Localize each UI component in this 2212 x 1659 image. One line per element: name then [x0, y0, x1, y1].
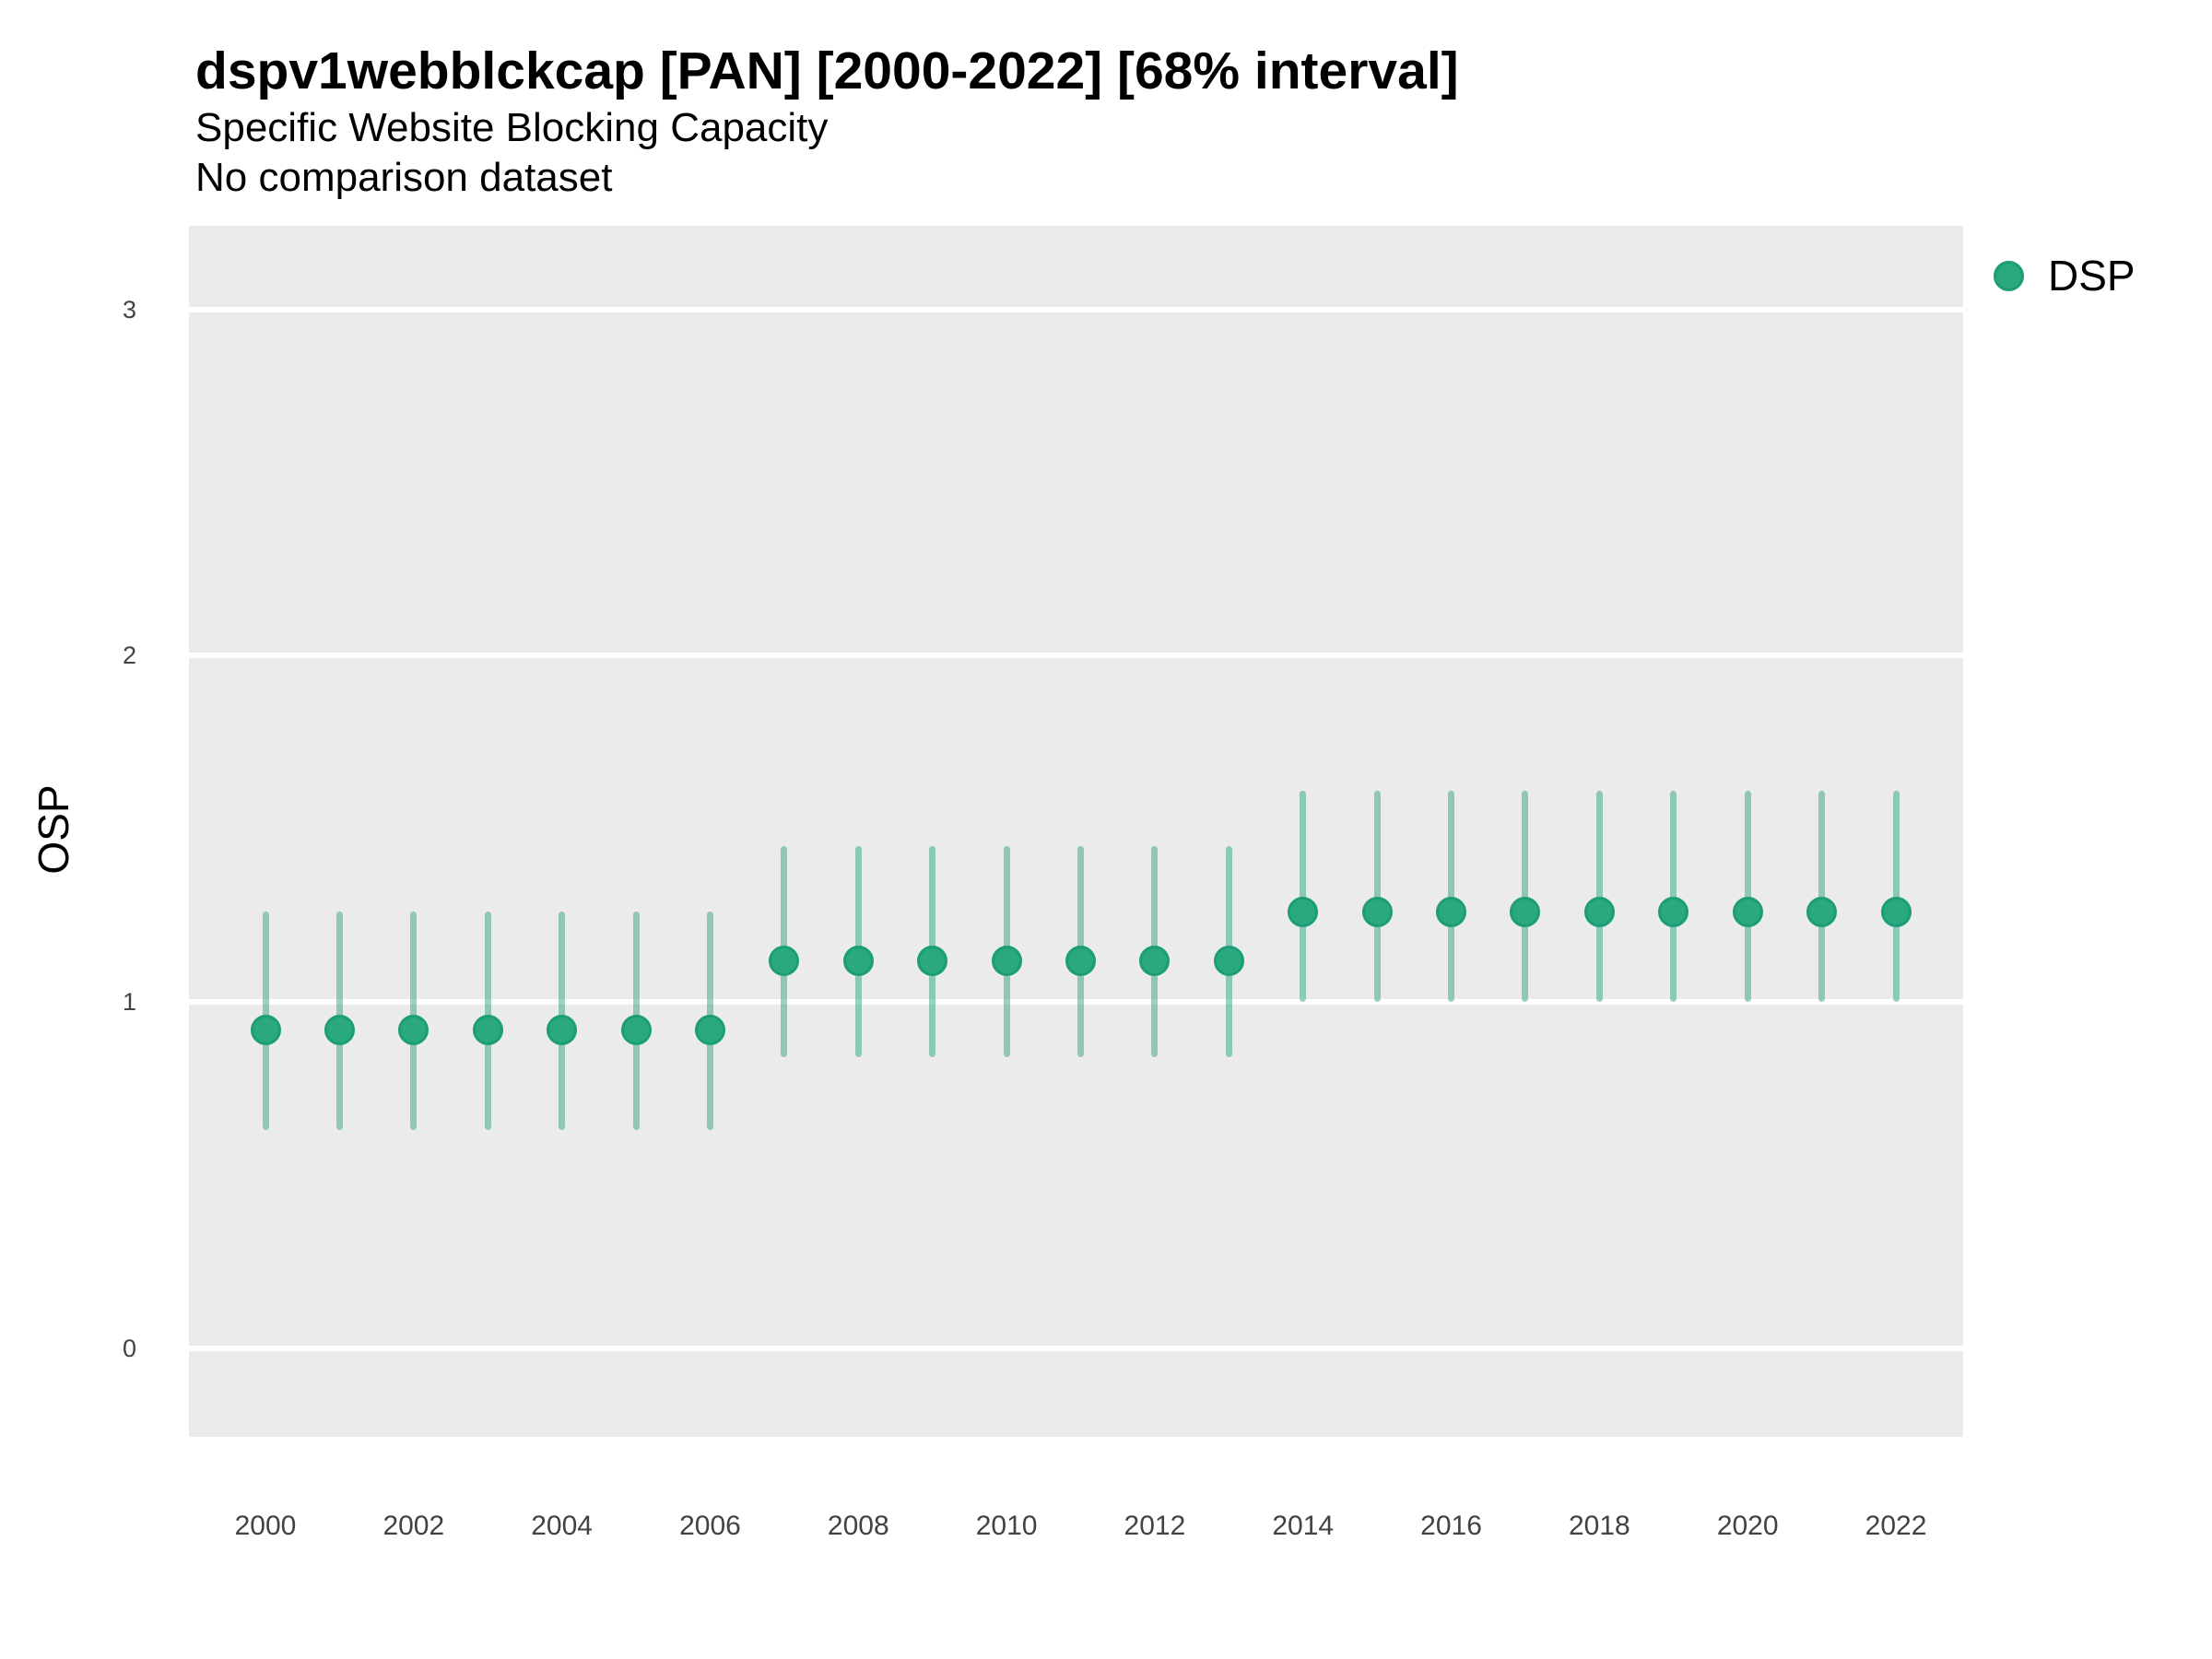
interval-bar: [1818, 790, 1826, 1003]
y-tick-label: 1: [122, 988, 136, 1017]
plot-panel: [189, 226, 1963, 1437]
data-point: [1139, 945, 1171, 976]
x-tick-label: 2016: [1420, 1511, 1482, 1541]
data-point: [917, 945, 948, 976]
data-point: [324, 1014, 355, 1045]
legend: DSP: [1994, 250, 2136, 301]
y-tick-label: 3: [122, 295, 136, 324]
y-tick-label: 2: [122, 641, 136, 670]
x-tick-label: 2004: [531, 1511, 593, 1541]
major-gridline: [189, 653, 1963, 659]
legend-label-dsp: DSP: [2048, 252, 2136, 300]
x-tick-label: 2002: [382, 1511, 445, 1541]
data-point: [842, 945, 874, 976]
x-tick-label: 2022: [1865, 1511, 1927, 1541]
data-point: [1806, 896, 1838, 927]
x-tick-label: 2014: [1272, 1511, 1335, 1541]
data-point: [1065, 945, 1096, 976]
chart-subtitle: Specific Website Blocking Capacity: [195, 105, 829, 150]
data-point: [620, 1014, 652, 1045]
y-axis-title: OSP: [29, 784, 77, 875]
data-point: [1732, 896, 1763, 927]
x-tick-label: 2010: [975, 1511, 1038, 1541]
data-point: [472, 1014, 503, 1045]
x-tick-label: 2000: [234, 1511, 297, 1541]
x-tick-label: 2006: [679, 1511, 741, 1541]
interval-bar: [1373, 790, 1381, 1003]
interval-bar: [1300, 790, 1307, 1003]
comparison-note: No comparison dataset: [195, 155, 613, 200]
interval-bar: [1892, 790, 1900, 1003]
x-tick-label: 2018: [1569, 1511, 1630, 1541]
data-point: [991, 945, 1022, 976]
data-point: [1583, 896, 1615, 927]
data-point: [250, 1014, 281, 1045]
x-tick-label: 2012: [1124, 1511, 1186, 1541]
interval-bar: [1595, 790, 1603, 1003]
data-point: [1361, 896, 1393, 927]
interval-bar: [1670, 790, 1677, 1003]
chart-title: dspv1webblckcap [PAN] [2000-2022] [68% i…: [195, 41, 1459, 100]
data-point: [1658, 896, 1689, 927]
data-point: [547, 1014, 578, 1045]
data-point: [1213, 945, 1244, 976]
data-point: [1510, 896, 1541, 927]
major-gridline: [189, 306, 1963, 312]
data-point: [1288, 896, 1319, 927]
x-tick-label: 2008: [827, 1511, 889, 1541]
data-point: [1436, 896, 1467, 927]
interval-bar: [1522, 790, 1529, 1003]
major-gridline: [189, 1346, 1963, 1351]
interval-bar: [1744, 790, 1751, 1003]
legend-point-icon: [1994, 260, 2024, 291]
data-point: [1880, 896, 1912, 927]
data-point: [694, 1014, 725, 1045]
x-tick-label: 2020: [1716, 1511, 1779, 1541]
data-point: [769, 945, 800, 976]
data-point: [398, 1014, 429, 1045]
y-tick-label: 0: [122, 1335, 136, 1362]
interval-bar: [1448, 790, 1455, 1003]
major-gridline: [189, 999, 1963, 1006]
